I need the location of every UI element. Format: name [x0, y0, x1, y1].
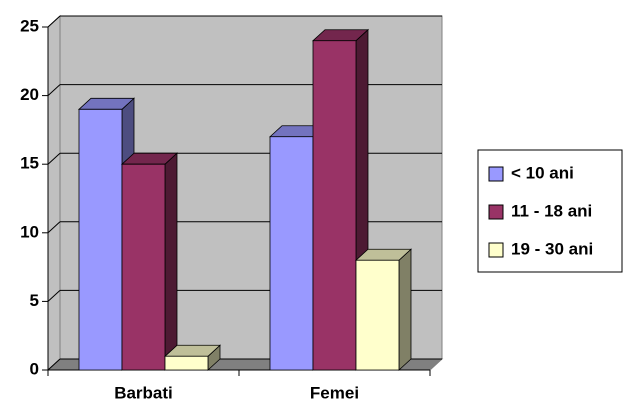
y-tick-label: 5 — [30, 291, 39, 310]
legend-swatch — [488, 166, 504, 182]
bar — [120, 152, 179, 371]
bar-front — [355, 259, 400, 371]
legend-swatch — [488, 204, 504, 220]
legend-label: 11 - 18 ani — [511, 201, 592, 220]
side-wall — [47, 14, 61, 372]
legend-label: 19 - 30 ani — [511, 239, 593, 258]
bar-front — [269, 136, 314, 371]
legend-label: < 10 ani — [511, 163, 574, 182]
grid-line-side — [47, 152, 61, 165]
y-tick-label: 15 — [20, 154, 39, 173]
y-tick-label: 25 — [20, 16, 39, 35]
bar-side — [398, 248, 412, 371]
bar — [163, 344, 222, 371]
grid-line-side — [47, 84, 61, 96]
bar — [354, 248, 413, 371]
grid-line-side — [47, 221, 61, 234]
x-tick-label: Barbati — [114, 383, 173, 402]
y-tick-label: 10 — [20, 222, 39, 241]
y-tick-label: 0 — [30, 359, 39, 378]
x-tick-label: Femei — [310, 383, 359, 402]
legend-swatch — [488, 242, 504, 258]
bar-front — [312, 40, 357, 371]
bar-front — [164, 355, 209, 371]
bar-side — [164, 152, 178, 371]
grid-line-side — [47, 358, 61, 371]
bar-front — [78, 108, 123, 371]
grid-line-side — [47, 15, 61, 28]
grid-line-side — [47, 290, 61, 302]
bar-front — [121, 163, 166, 371]
y-tick-label: 20 — [20, 85, 39, 104]
